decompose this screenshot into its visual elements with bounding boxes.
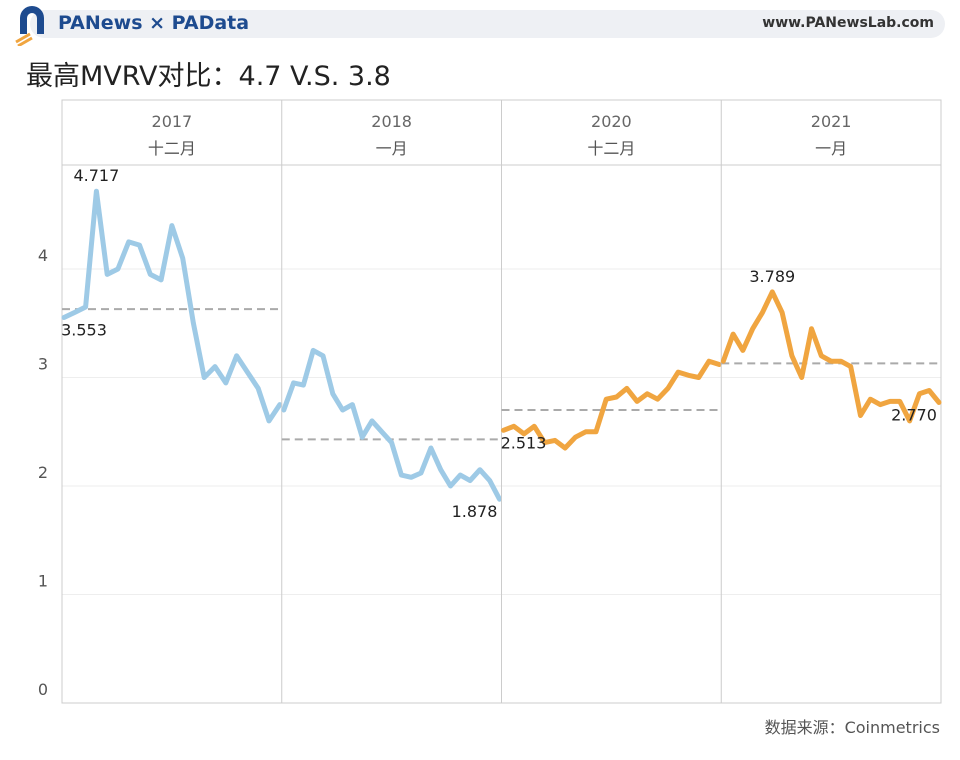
data-label: 3.789 [749, 267, 795, 286]
panel-month: 十二月 [587, 139, 635, 158]
data-label: 2.770 [891, 405, 937, 424]
panel-month: 一月 [376, 139, 408, 158]
panel-month: 十二月 [148, 139, 196, 158]
panel-year: 2017 [152, 112, 193, 131]
series-line [720, 289, 942, 424]
brand-text: PANews × PAData [58, 12, 250, 34]
data-label: 3.553 [61, 320, 107, 339]
panel-month: 一月 [815, 139, 847, 158]
data-source: 数据来源：Coinmetrics [764, 718, 940, 737]
y-tick-label: 3 [38, 355, 48, 374]
y-tick-label: 1 [38, 572, 48, 591]
panel-year: 2021 [811, 112, 852, 131]
header: PANews × PAData www.PANewsLab.com [0, 0, 960, 48]
y-tick-label: 0 [38, 680, 48, 699]
series-line [281, 347, 502, 502]
data-label: 2.513 [501, 433, 547, 452]
panel-year: 2020 [591, 112, 632, 131]
y-tick-label: 4 [38, 246, 48, 265]
panel-year: 2018 [371, 112, 412, 131]
series-line [61, 188, 283, 424]
page-title: 最高MVRV对比：4.7 V.S. 3.8 [26, 61, 391, 92]
y-tick-label: 2 [38, 463, 48, 482]
panews-logo-icon [15, 6, 44, 46]
series-line [501, 358, 722, 451]
data-label: 4.717 [73, 166, 119, 185]
website-url: www.PANewsLab.com [762, 15, 934, 31]
header-bar [30, 10, 945, 38]
data-label: 1.878 [452, 502, 498, 521]
